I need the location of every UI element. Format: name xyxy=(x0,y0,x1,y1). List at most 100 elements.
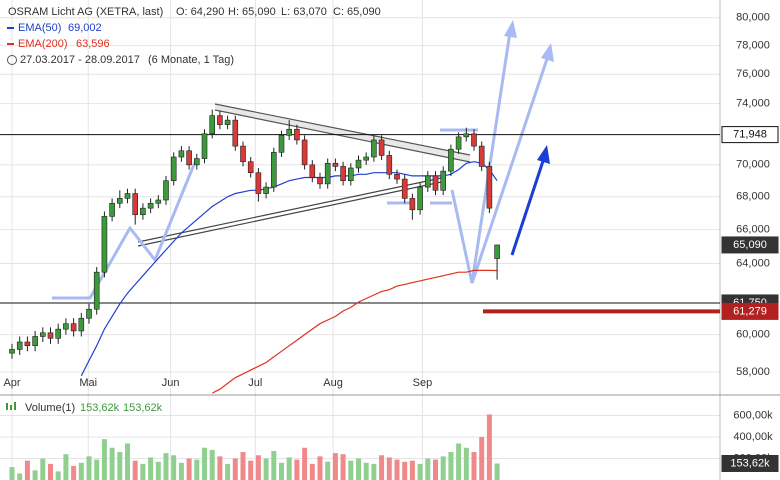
candle-body xyxy=(409,198,416,211)
y-tick-label: 66,000 xyxy=(736,224,770,236)
ohlc-h: H: 65,090 xyxy=(228,6,276,18)
volume-bar xyxy=(348,460,354,480)
candle-body xyxy=(63,323,69,330)
candle-body xyxy=(309,164,316,178)
x-tick-label: Jun xyxy=(162,377,180,389)
candle-body xyxy=(463,133,470,138)
volume-bar xyxy=(302,447,308,480)
sketch-line xyxy=(52,161,197,300)
volume-bar xyxy=(155,461,161,480)
volume-bar xyxy=(125,443,131,480)
volume-name: Volume(1) xyxy=(25,402,75,414)
volume-icon xyxy=(6,403,8,410)
candle-body xyxy=(417,186,423,211)
volume-bar xyxy=(186,458,192,480)
legend-name: EMA(50) xyxy=(18,22,61,34)
candle-body xyxy=(93,271,100,310)
volume-bar xyxy=(17,473,23,480)
candle-body xyxy=(255,172,262,194)
arrow-head xyxy=(537,145,550,164)
volume-bar xyxy=(140,463,146,480)
volume-bar xyxy=(78,462,84,480)
volume-last-label: 153,62k xyxy=(730,457,770,469)
volume-bar xyxy=(9,467,15,480)
sketch-arrow xyxy=(470,55,550,284)
volume-last-label-box xyxy=(721,454,779,472)
volume-bar xyxy=(178,462,184,480)
hline-label-box xyxy=(721,126,779,144)
candle-body xyxy=(394,174,400,180)
candle-body xyxy=(432,175,439,191)
volume-bar xyxy=(55,471,61,480)
volume-bar xyxy=(248,460,254,480)
candle-body xyxy=(471,133,477,147)
volume-bar xyxy=(109,447,115,480)
candle-body xyxy=(9,349,15,354)
volume-bar xyxy=(255,455,261,480)
volume-bar xyxy=(225,463,231,480)
candle-body xyxy=(86,308,92,319)
legend-name: EMA(200) xyxy=(18,38,68,50)
y-tick-label: 76,000 xyxy=(736,68,770,80)
clock-icon xyxy=(7,55,17,65)
volume-bar xyxy=(94,459,100,480)
candle-body xyxy=(70,323,77,332)
marker-label-box xyxy=(721,302,779,320)
candle-body xyxy=(355,159,362,169)
candle-body xyxy=(448,148,454,172)
marker-label: 61,279 xyxy=(733,305,767,317)
volume-bar xyxy=(86,456,92,480)
candle-body xyxy=(224,119,231,125)
candle-body xyxy=(140,207,146,216)
candle-body xyxy=(109,202,115,217)
volume-bar xyxy=(402,461,408,480)
trendline xyxy=(137,176,447,243)
volume-bar xyxy=(379,455,385,480)
volume-bar xyxy=(448,452,454,480)
volume-bar xyxy=(286,457,292,480)
candle-body xyxy=(194,158,200,166)
volume-bar xyxy=(340,454,346,480)
ohlc-o: O: 64,290 xyxy=(176,6,224,18)
ohlc-c: C: 65,090 xyxy=(333,6,381,18)
candle-body xyxy=(332,162,339,167)
candle-body xyxy=(132,193,139,216)
volume-bar xyxy=(425,458,431,480)
candle-body xyxy=(347,167,354,181)
volume-bar xyxy=(24,460,30,480)
volume-tick-label: 400,00k xyxy=(733,431,773,443)
last-price-label-box xyxy=(721,236,779,254)
trendline xyxy=(214,109,471,163)
volume-bar xyxy=(317,456,323,480)
volume-bar xyxy=(479,437,485,480)
candle-body xyxy=(494,244,500,259)
candle-body xyxy=(47,332,54,339)
volume-bar xyxy=(363,462,369,480)
candle-body xyxy=(201,133,208,159)
volume-bar xyxy=(456,443,462,480)
volume-bar xyxy=(463,447,469,480)
x-tick-label: Jul xyxy=(248,377,262,389)
volume-bar xyxy=(209,449,215,480)
candle-body xyxy=(486,166,493,209)
drawings xyxy=(52,20,554,300)
volume-bar xyxy=(148,457,154,480)
candle-body xyxy=(217,115,223,125)
volume-bar xyxy=(132,460,138,480)
volume-value: 153,62k xyxy=(80,402,120,414)
volume-bar xyxy=(217,456,223,480)
channel-fill xyxy=(215,104,470,162)
y-tick-label: 64,000 xyxy=(736,257,770,269)
candle-body xyxy=(55,328,62,339)
candle-body xyxy=(163,180,169,201)
candle-body xyxy=(32,336,38,347)
candle-body xyxy=(101,216,108,273)
candle-body xyxy=(155,199,162,204)
candle-body xyxy=(440,170,446,191)
date-range: 27.03.2017 - 28.09.2017 xyxy=(20,54,140,66)
volume-bar xyxy=(263,458,269,480)
candle-body xyxy=(178,150,185,158)
candle-body xyxy=(147,202,154,209)
period: (6 Monate, 1 Tag) xyxy=(148,54,234,66)
arrow-head xyxy=(504,20,517,38)
